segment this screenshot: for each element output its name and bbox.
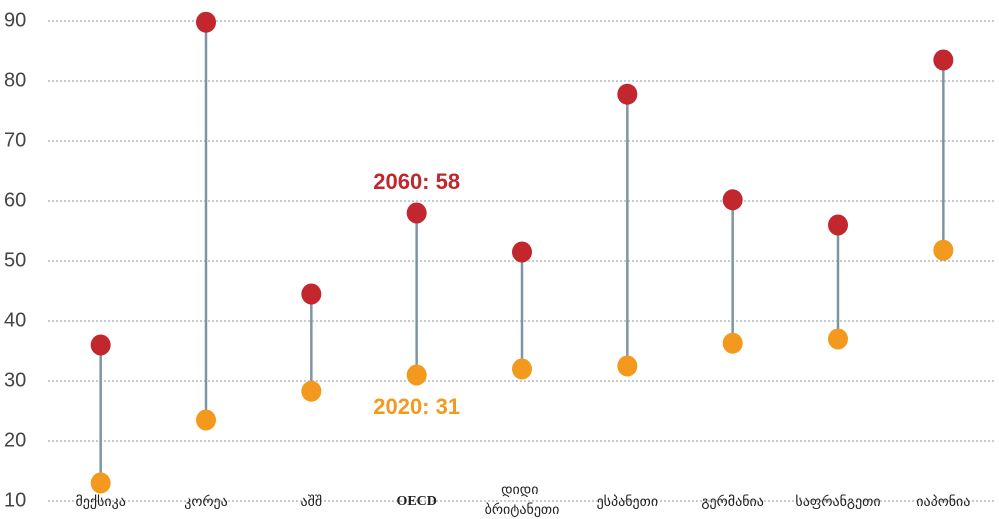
x-tick-label: გერმანია [701, 493, 763, 510]
dot [828, 328, 848, 350]
dot [722, 189, 743, 211]
dot [90, 472, 111, 494]
x-tick-label: OECD [396, 494, 436, 509]
x-tick-label: მექსიკა [75, 494, 125, 510]
annotation: 2020: 31 [373, 394, 460, 419]
x-tick-label: აშშ [301, 494, 323, 510]
dot [617, 355, 638, 377]
dot [828, 214, 848, 236]
dot [617, 83, 638, 105]
dot [90, 334, 111, 356]
dot [196, 409, 216, 431]
dot [406, 202, 427, 224]
y-tick-label: 90 [4, 9, 26, 31]
y-tick-label: 50 [4, 249, 26, 271]
x-tick-label: კორეა [184, 493, 228, 510]
y-tick-label: 60 [4, 189, 26, 211]
y-tick-label: 70 [4, 129, 26, 151]
y-tick-label: 20 [4, 429, 26, 451]
dot [933, 49, 954, 71]
y-tick-label: 40 [4, 309, 26, 331]
dot [933, 239, 954, 261]
x-tick-label: ესპანეთი [597, 494, 659, 510]
dot [196, 11, 216, 33]
annotation: 2060: 58 [373, 169, 460, 194]
dot [301, 283, 322, 305]
y-tick-label: 10 [4, 489, 26, 511]
y-tick-label: 30 [4, 369, 26, 391]
x-tick-label: დიდი ბრიტანეთი [485, 482, 560, 518]
x-tick-label: საფრანგეთი [795, 493, 880, 510]
y-tick-label: 80 [4, 69, 26, 91]
x-tick-label: იაპონია [916, 494, 970, 510]
dot [301, 380, 322, 402]
dot [512, 241, 532, 263]
dot [512, 358, 532, 380]
dot [722, 332, 743, 354]
dot [406, 364, 427, 386]
